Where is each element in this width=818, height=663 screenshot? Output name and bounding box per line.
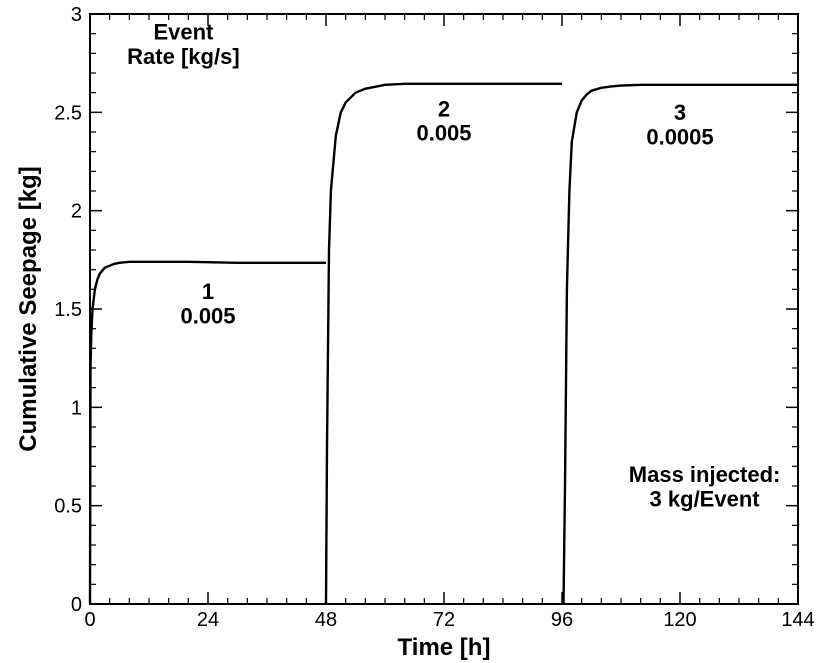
annotation: 1 0.005	[180, 279, 235, 328]
x-tick-label: 120	[663, 609, 696, 631]
axis-ticks-group: 0 24 48 72 96 120 144 0 0.5 1 1.5 2 2.5 3	[54, 4, 815, 631]
x-tick-label: 48	[315, 609, 337, 631]
annotation: 3 0.0005	[646, 100, 713, 149]
series-group	[88, 82, 798, 605]
y-tick-label: 1.5	[54, 299, 82, 321]
annotation-line: Mass injected:	[629, 462, 781, 487]
y-tick-label: 1	[71, 397, 82, 419]
x-axis-title: Time [h]	[398, 634, 491, 661]
x-tick-label: 24	[197, 609, 219, 631]
annotation-line: 3	[674, 100, 686, 125]
x-tick-label: 144	[781, 609, 814, 631]
annotation-line: 1	[202, 279, 214, 304]
annotation-line: 0.0005	[646, 124, 713, 149]
y-tick-label: 2	[71, 201, 82, 223]
y-tick-label: 0.5	[54, 496, 82, 518]
seepage-curve-event-1	[88, 260, 326, 605]
annotation: Event Rate [kg/s]	[127, 20, 239, 69]
x-tick-label: 96	[551, 609, 573, 631]
x-tick-label: 72	[433, 609, 455, 631]
y-tick-label: 3	[71, 4, 82, 26]
annotation: 2 0.005	[416, 96, 471, 145]
annotation-line: 2	[438, 96, 450, 121]
annotation: Mass injected: 3 kg/Event	[629, 462, 781, 511]
annotation-line: Rate [kg/s]	[127, 44, 239, 69]
annotation-line: 0.005	[416, 120, 471, 145]
seepage-curve-event-2	[324, 82, 562, 605]
y-tick-label: 0	[71, 594, 82, 616]
y-axis-title: Cumulative Seepage [kg]	[15, 166, 42, 451]
seepage-curve-event-3	[562, 83, 798, 605]
annotation-line: Event	[153, 20, 214, 45]
y-tick-label: 2.5	[54, 102, 82, 124]
x-tick-label: 0	[84, 609, 95, 631]
annotation-line: 3 kg/Event	[650, 486, 761, 511]
annotation-line: 0.005	[180, 303, 235, 328]
